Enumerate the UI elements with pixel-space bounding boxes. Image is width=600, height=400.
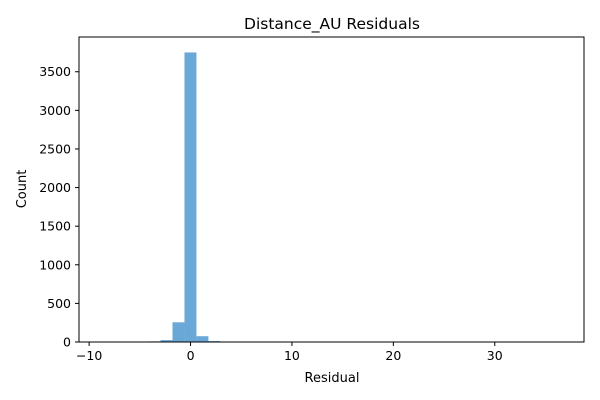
y-tick-label: 3500: [39, 64, 71, 79]
y-tick-label: 3000: [39, 103, 71, 118]
y-tick-label: 2500: [39, 141, 71, 156]
y-tick-label: 500: [47, 296, 71, 311]
y-tick-label: 1000: [39, 257, 71, 272]
x-tick-label: 20: [385, 348, 401, 363]
histogram-bar: [196, 336, 209, 342]
histogram-bar: [160, 340, 173, 342]
histogram-bar: [172, 322, 185, 342]
y-axis-label: Count: [15, 170, 30, 209]
chart-title: Distance_AU Residuals: [244, 15, 420, 34]
x-tick-label: 30: [487, 348, 503, 363]
y-tick-label: 2000: [39, 180, 71, 195]
y-axis-ticks: 0 500 1000 1500 2000 2500 3000 3500: [39, 64, 79, 350]
y-tick-label: 0: [63, 335, 71, 350]
plot-frame: [78, 36, 585, 343]
x-tick-label: 0: [187, 348, 195, 363]
x-tick-label: −10: [76, 348, 102, 363]
x-axis-label: Residual: [305, 371, 360, 386]
x-axis-ticks: −10 0 10 20 30: [76, 342, 503, 363]
histogram-bar: [184, 52, 197, 342]
y-tick-label: 1500: [39, 219, 71, 234]
x-tick-label: 10: [284, 348, 300, 363]
